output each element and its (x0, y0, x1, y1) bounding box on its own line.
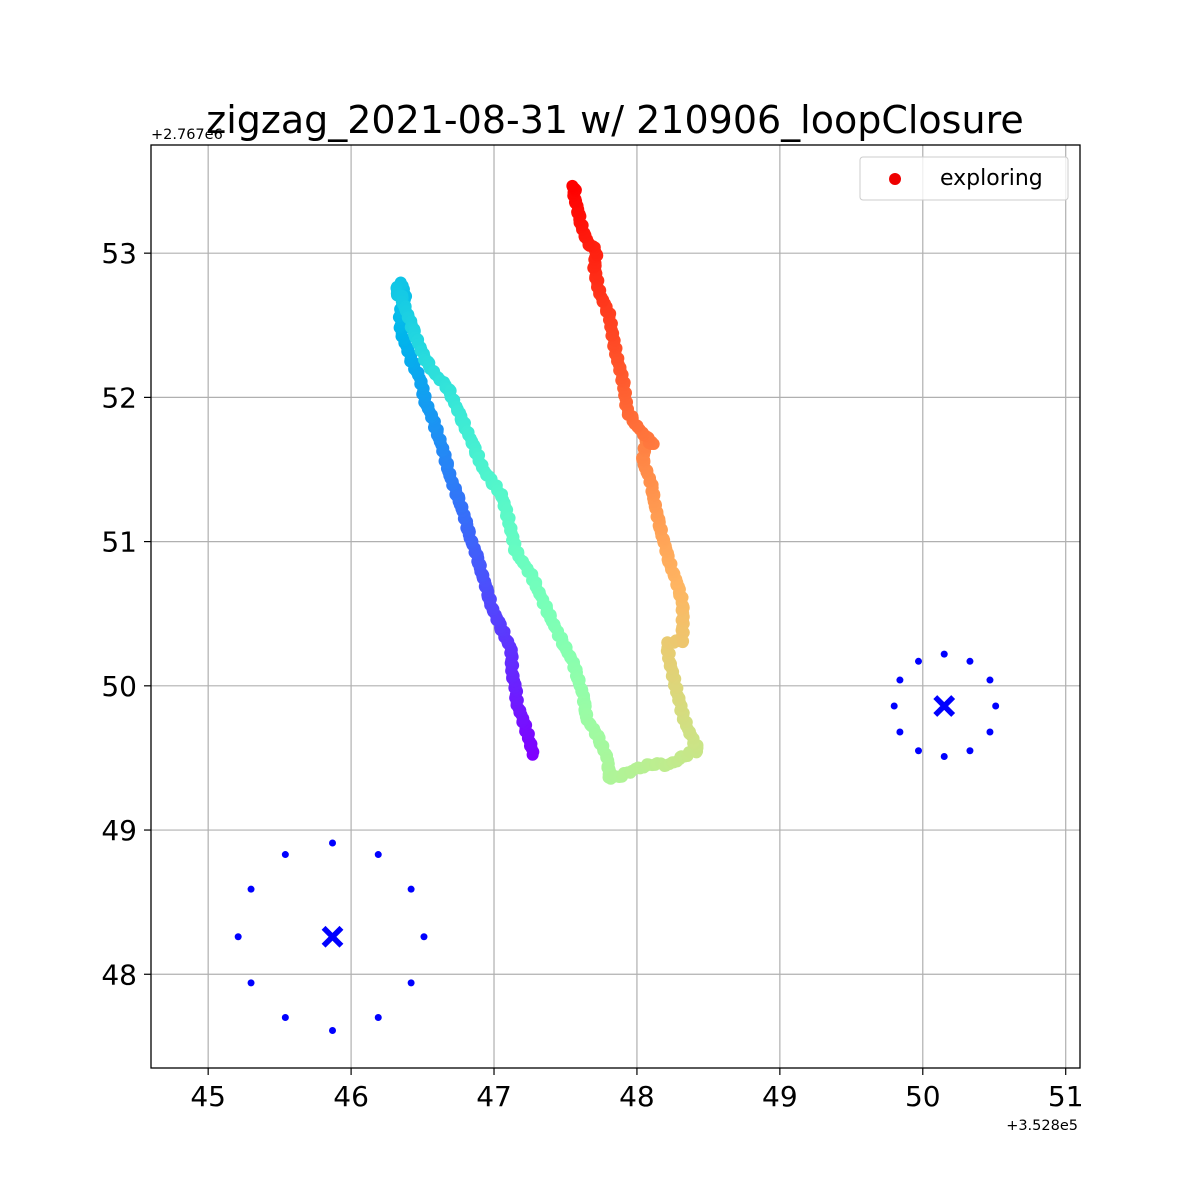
target-ring-point (966, 747, 974, 755)
target-ring-point (914, 747, 922, 755)
y-offset-label: +2.767e6 (151, 127, 223, 143)
legend-label-exploring: exploring (940, 166, 1043, 191)
x-tick-label: 51 (1048, 1080, 1084, 1113)
target-ring-point (407, 885, 415, 893)
legend-box (859, 156, 1069, 201)
trajectory-point (566, 179, 579, 192)
target-ring-point (247, 885, 255, 893)
target-ring-point (986, 728, 994, 736)
target-ring-point (234, 933, 242, 941)
target-ring-point (940, 650, 948, 658)
legend: exploring (859, 156, 1069, 201)
x-tick-label: 50 (905, 1080, 941, 1113)
axis-ticks: 45 46 47 48 49 50 51 48 49 50 51 52 53 (101, 237, 1083, 1113)
x-tick-label: 45 (190, 1080, 226, 1113)
target-ring-point (407, 979, 415, 987)
y-tick-label: 52 (101, 381, 137, 414)
chart-title: zigzag_2021-08-31 w/ 210906_loopClosure (206, 98, 1023, 142)
target-center-x-marker-0 (321, 925, 344, 948)
y-tick-label: 50 (101, 670, 137, 703)
y-tick-label: 53 (101, 237, 137, 270)
target-ring-point (329, 1027, 337, 1035)
x-tick-label: 47 (476, 1080, 512, 1113)
target-ring-point (281, 1014, 289, 1022)
target-ring-point (247, 979, 255, 987)
x-offset-label: +3.528e5 (1006, 1118, 1078, 1134)
target-ring-point (374, 851, 382, 859)
target-ring-point (896, 728, 904, 736)
plot-frame (150, 144, 1081, 1069)
y-tick-label: 49 (101, 814, 137, 847)
target-ring-point (374, 1014, 382, 1022)
target-ring-point (281, 851, 289, 859)
target-center-x-marker-1 (933, 695, 956, 717)
plot-data (234, 179, 1000, 1035)
y-tick-label: 51 (101, 526, 137, 559)
x-tick-label: 46 (333, 1080, 369, 1113)
x-tick-label: 48 (619, 1080, 655, 1113)
target-ring-point (914, 657, 922, 665)
target-ring-point (986, 676, 994, 684)
x-tick-label: 49 (762, 1080, 798, 1113)
target-ring-point (329, 839, 337, 847)
target-ring-point (890, 702, 898, 710)
target-ring-point (992, 702, 1000, 710)
target-ring-point (896, 676, 904, 684)
legend-marker-exploring (889, 173, 901, 185)
target-ring-point (420, 933, 428, 941)
target-ring-point (940, 752, 948, 760)
y-tick-label: 48 (101, 958, 137, 991)
target-ring-point (966, 657, 974, 665)
